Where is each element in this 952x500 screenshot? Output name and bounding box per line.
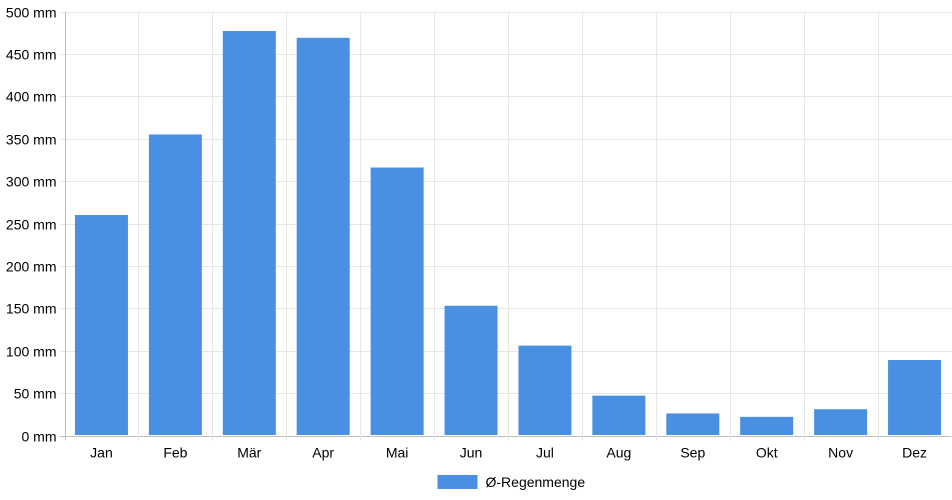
x-tick-label: Feb [163, 445, 187, 461]
bars [74, 31, 942, 436]
bar-jan[interactable] [74, 215, 128, 435]
bar-jun[interactable] [444, 305, 498, 435]
legend-label-rainfall[interactable]: Ø-Regenmenge [486, 474, 586, 490]
y-tick-label: 150 mm [6, 301, 57, 317]
legend-swatch[interactable] [437, 475, 478, 489]
bar-jul[interactable] [518, 345, 572, 435]
bar-apr[interactable] [296, 37, 350, 436]
x-axis-tick-labels: Jan Feb Mär Apr Mai Jun Jul Aug Sep Okt Nov Dez [90, 445, 927, 461]
y-tick-label: 100 mm [6, 344, 57, 360]
x-tick-label: Mär [237, 445, 261, 461]
y-tick-label: 350 mm [6, 132, 57, 148]
y-tick-label: 250 mm [6, 217, 57, 233]
y-tick-label: 50 mm [14, 386, 57, 402]
x-tick-label: Dez [902, 445, 927, 461]
x-tick-label: Jul [536, 445, 554, 461]
bar-mär[interactable] [222, 31, 276, 436]
x-tick-label: Okt [756, 445, 778, 461]
y-tick-label: 300 mm [6, 174, 57, 190]
grid [59, 11, 952, 441]
bar-feb[interactable] [148, 134, 202, 435]
bar-okt[interactable] [740, 416, 794, 435]
x-tick-label: Apr [312, 445, 334, 461]
y-tick-label: 500 mm [6, 5, 57, 21]
x-tick-label: Aug [606, 445, 631, 461]
x-tick-label: Mai [386, 445, 409, 461]
x-tick-label: Jun [460, 445, 483, 461]
legend[interactable]: Ø-Regenmenge [437, 474, 586, 490]
bar-aug[interactable] [592, 395, 646, 435]
bar-mai[interactable] [370, 167, 424, 436]
y-tick-label: 400 mm [6, 89, 57, 105]
bar-nov[interactable] [814, 409, 868, 435]
y-tick-label: 450 mm [6, 47, 57, 63]
x-tick-label: Nov [828, 445, 853, 461]
y-tick-label: 0 mm [22, 429, 57, 445]
bar-sep[interactable] [666, 413, 720, 435]
x-tick-label: Jan [90, 445, 113, 461]
y-tick-label: 200 mm [6, 259, 57, 275]
y-axis-tick-labels: 0 mm 50 mm 100 mm 150 mm 200 mm 250 mm 300 mm 3… [6, 5, 57, 445]
bar-dez[interactable] [888, 360, 942, 435]
x-tick-label: Sep [680, 445, 705, 461]
